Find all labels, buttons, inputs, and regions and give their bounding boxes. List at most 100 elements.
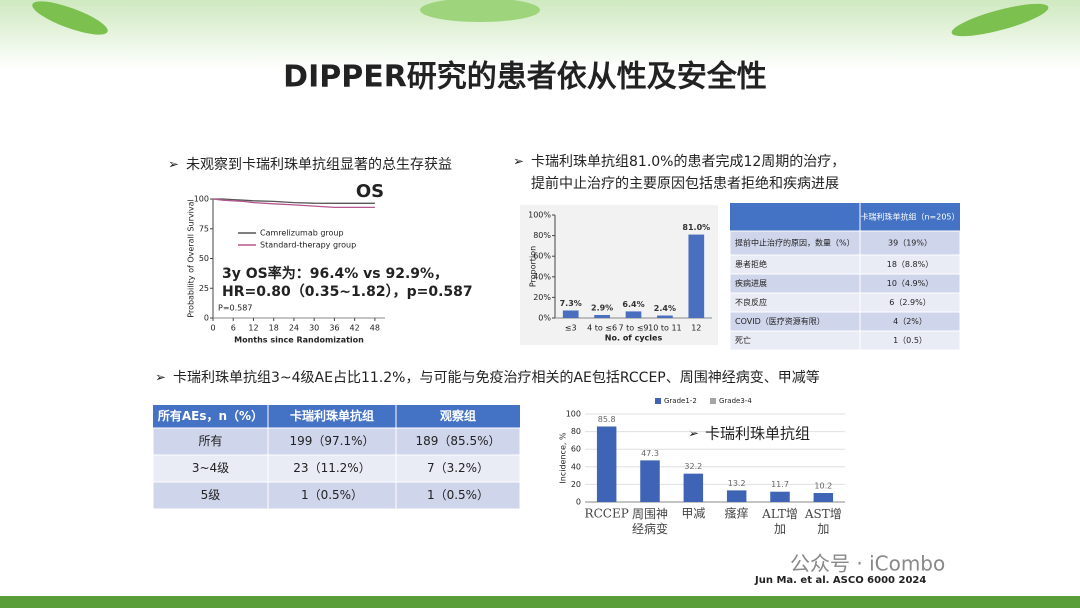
bullet: 卡瑞利珠单抗组81.0%的患者完成12周期的治疗，	[531, 154, 845, 170]
bar	[657, 315, 673, 318]
y-tick-label: 80%	[533, 231, 551, 240]
y-tick-label: 75	[199, 224, 209, 233]
x-axis-title: Months since Randomization	[234, 336, 364, 345]
value-label: 2.9%	[591, 304, 613, 313]
y-tick-label: 0	[204, 314, 209, 323]
value-label: 81.0%	[682, 223, 710, 232]
x-tick-label: 4 to ≤6	[587, 324, 617, 333]
x-tick-label: ≤3	[565, 324, 577, 333]
table-cell: 疾病进展	[735, 278, 767, 288]
table-row	[729, 330, 961, 351]
table-header	[153, 405, 520, 428]
y-tick-label: 0%	[538, 314, 551, 323]
chart-panel	[520, 205, 718, 345]
bar	[813, 493, 834, 502]
y-tick-label: 60	[571, 445, 581, 454]
value-label: 2.4%	[654, 304, 676, 313]
y-axis-title: Incidence, %	[559, 432, 568, 484]
slide-title: DIPPER研究的患者依从性及安全性	[283, 60, 767, 95]
table-cell: 1（0.5%）	[301, 488, 363, 502]
table-cell: 所有	[198, 434, 222, 448]
value-label: 32.2	[684, 462, 702, 471]
table-header-cell: 卡瑞利珠单抗组（n=205）	[860, 212, 959, 222]
bar	[596, 426, 617, 502]
x-tick-label: 周围神经病变	[632, 507, 668, 536]
x-tick-label: 甲减	[681, 507, 705, 521]
table-row	[152, 481, 521, 510]
value-label: 13.2	[728, 479, 746, 488]
annotation: P=0.587	[218, 304, 252, 313]
value-label: 6.4%	[622, 300, 644, 309]
y-tick-label: 25	[199, 284, 209, 293]
bullet-icon: ➢	[688, 427, 699, 442]
bullet: 未观察到卡瑞利珠单抗组显著的总生存获益	[186, 156, 452, 173]
y-tick-label: 100%	[528, 211, 551, 220]
y-tick-label: 60%	[533, 252, 551, 261]
annotation: 卡瑞利珠单抗组	[705, 425, 810, 443]
x-tick-label: 10 to 11	[648, 324, 681, 333]
table-cell: 不良反应	[735, 297, 767, 307]
y-tick-label: 40	[571, 462, 581, 471]
y-tick-label: 100	[194, 195, 209, 204]
x-tick-label: 48	[370, 324, 380, 333]
y-axis-title: Probability of Overall Survival	[187, 199, 196, 317]
bullet-icon: ➢	[155, 371, 166, 386]
table-header-cell: 所有AEs，n（%）	[158, 408, 263, 423]
value-label: 7.3%	[560, 299, 582, 308]
x-tick-label: AST增加	[804, 507, 842, 536]
x-axis-title: No. of cycles	[605, 334, 663, 343]
table-cell: 199（97.1%）	[289, 434, 374, 448]
bar	[688, 234, 705, 318]
legend-label: Camrelizumab group	[260, 229, 344, 238]
x-tick-label: 42	[350, 324, 360, 333]
table-cell: 1（0.5）	[893, 336, 927, 345]
y-tick-label: 20	[571, 480, 581, 489]
table-cell: COVID（医疗资源有限）	[735, 316, 825, 326]
table-row	[152, 454, 521, 483]
bullet: 提前中止治疗的主要原因包括患者拒绝和疾病进展	[531, 175, 839, 192]
bullet-icon: ➢	[168, 158, 179, 173]
bar	[640, 460, 660, 502]
legend-swatch	[710, 398, 716, 404]
y-tick-label: 50	[199, 254, 209, 263]
table-header-cell: 观察组	[440, 408, 476, 423]
x-tick-label: 6	[231, 324, 236, 333]
leaf	[951, 3, 1049, 37]
bar	[683, 473, 704, 502]
annotation: 3y OS率为：96.4% vs 92.9%，	[222, 265, 448, 282]
x-tick-label: 12	[248, 324, 258, 333]
table-cell: 3~4级	[192, 461, 229, 475]
bar	[562, 310, 579, 318]
legend-label: Grade1-2	[664, 397, 697, 405]
value-label: 11.7	[771, 480, 789, 489]
bottom-bar	[0, 596, 1080, 608]
chart-title: OS	[356, 181, 384, 202]
table-cell: 4（2%）	[893, 317, 927, 326]
legend-label: Standard-therapy group	[260, 241, 356, 250]
citation: Jun Ma. et al. ASCO 6000 2024	[754, 575, 926, 586]
table-cell: 1（0.5%）	[427, 488, 489, 502]
x-tick-label: ALT增加	[761, 507, 798, 536]
table-cell: 189（85.5%）	[415, 434, 500, 448]
value-label: 85.8	[598, 415, 616, 424]
bullet: 卡瑞利珠单抗组3~4级AE占比11.2%，与可能与免疫治疗相关的AE包括RCCE…	[173, 369, 820, 386]
table-cell: 提前中止治疗的原因，数量（%）	[735, 238, 855, 248]
x-tick-label: 0	[210, 324, 215, 333]
table-header	[730, 203, 960, 231]
x-tick-label: 瘙痒	[725, 506, 749, 521]
table-cell: 死亡	[735, 335, 751, 345]
table-cell: 39（19%）	[888, 239, 932, 248]
x-tick-label: RCCEP	[585, 507, 629, 521]
leaf	[420, 0, 540, 22]
annotation: HR=0.80（0.35~1.82），p=0.587	[222, 284, 473, 300]
survival-curve	[213, 198, 375, 204]
legend-label: Grade3-4	[719, 397, 752, 405]
x-tick-label: 30	[309, 324, 319, 333]
bar	[625, 311, 642, 318]
bar	[770, 491, 790, 502]
table-cell: 7（3.2%）	[427, 461, 489, 475]
y-tick-label: 20%	[533, 293, 551, 302]
table-row	[729, 230, 961, 256]
x-tick-label: 24	[289, 324, 299, 333]
